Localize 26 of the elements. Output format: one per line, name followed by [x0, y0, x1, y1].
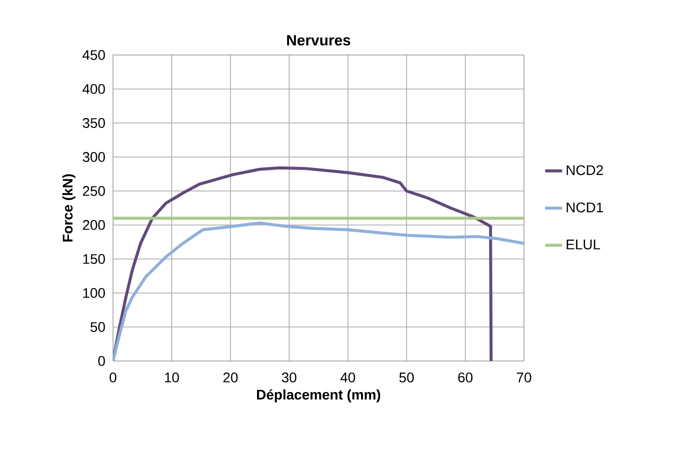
y-tick-label: 200	[82, 220, 105, 230]
y-tick-label: 150	[83, 254, 105, 264]
y-tick-label: 350	[82, 118, 105, 128]
line-series	[113, 166, 493, 361]
y-tick-label: 100	[83, 288, 105, 298]
y-tick-label: 250	[82, 186, 105, 196]
x-tick-label: 40	[340, 372, 356, 382]
chart-title: Nervures	[287, 35, 350, 46]
legend-label: ELUL	[566, 240, 600, 250]
y-axis-title: Force (kN)	[62, 174, 76, 242]
x-tick-label: 20	[223, 372, 238, 382]
legend-label: NCD1	[566, 202, 603, 212]
x-tick-label: 0	[110, 372, 116, 382]
x-tick-label: 30	[282, 372, 296, 382]
y-tick-label: 50	[90, 322, 105, 332]
x-axis-title: Déplacement (mm)	[257, 389, 380, 402]
y-tick-label: 450	[82, 50, 105, 60]
y-tick-label: 300	[82, 152, 105, 162]
legend-label: NCD2	[566, 165, 603, 176]
x-tick-label: 60	[458, 372, 473, 382]
x-tick-label: 10	[165, 372, 179, 382]
y-tick-label: 400	[82, 84, 105, 94]
x-tick-label: 50	[399, 372, 414, 382]
x-tick-label: 70	[516, 372, 532, 382]
line-series	[113, 221, 524, 361]
y-tick-label: 0	[98, 356, 105, 366]
